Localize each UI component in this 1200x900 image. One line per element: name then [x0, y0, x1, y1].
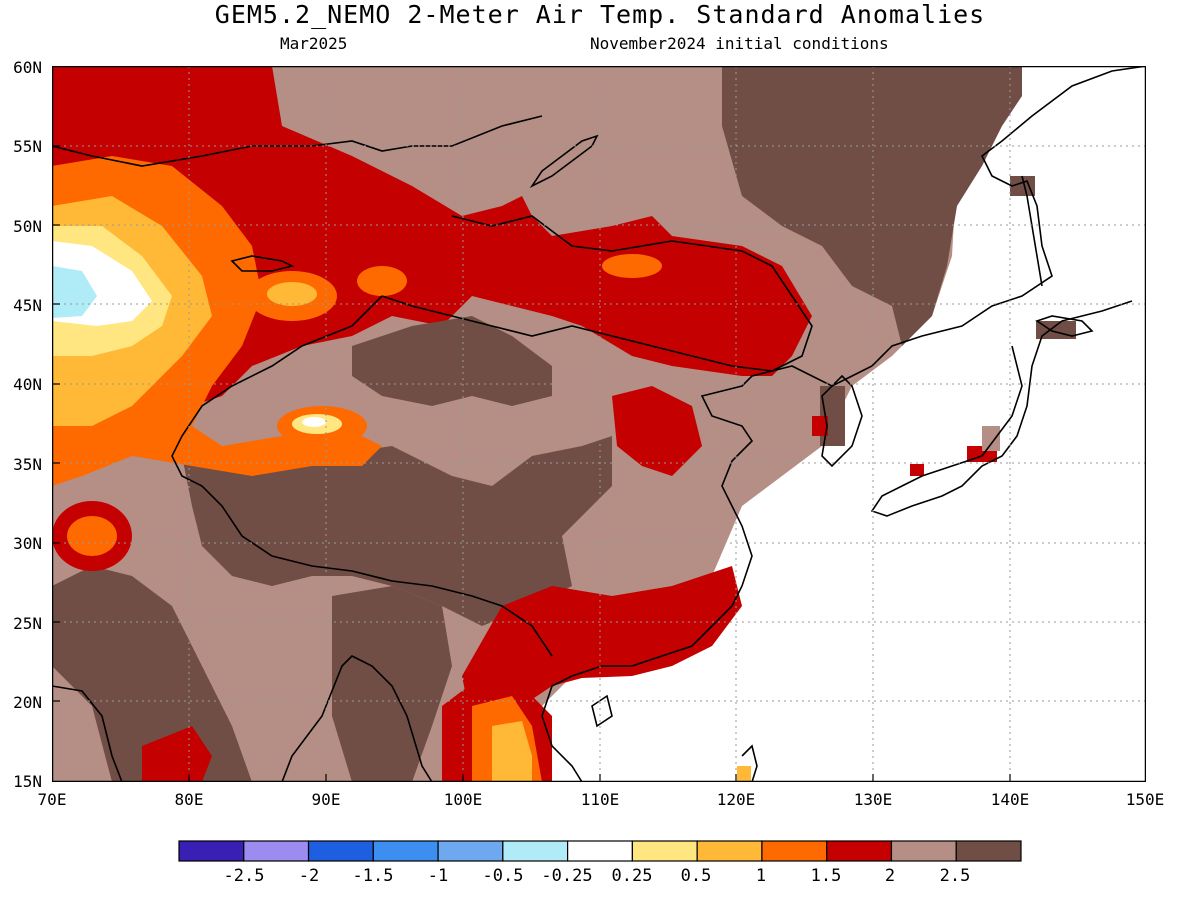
colorbar-cell-8	[631, 840, 698, 862]
anom-kyushu-red	[910, 464, 924, 476]
coastline-taiwan	[741, 744, 758, 782]
anom-blob-orange-2	[357, 266, 407, 296]
lat-label-60n: 60N	[13, 58, 42, 77]
init-conditions-label: November2024 initial conditions	[590, 34, 889, 53]
anom-sakhalin-dark	[1010, 176, 1035, 196]
anom-sw-red	[142, 726, 212, 782]
chart-title: GEM5.2_NEMO 2-Meter Air Temp. Standard A…	[214, 0, 986, 29]
anom-indochina-yellow	[492, 721, 532, 782]
colorbar-cell-4	[372, 840, 439, 862]
cb-label-8: 0.5	[680, 866, 712, 886]
cb-label-10: 1.5	[810, 866, 842, 886]
colorbar-cell-11	[826, 840, 893, 862]
anom-central-dark	[182, 436, 612, 626]
cb-label-7: 0.25	[611, 866, 653, 886]
lat-label-15n: 15N	[13, 772, 42, 791]
anom-tarim-white	[302, 417, 326, 427]
land-anomaly-fields	[52, 66, 1076, 782]
coastline-arabian	[52, 685, 123, 782]
anom-japan-dark	[982, 426, 1000, 451]
lat-label-45n: 45N	[13, 296, 42, 315]
coastline-sakhalin	[1021, 175, 1043, 287]
colorbar-cell-1	[178, 840, 245, 862]
lake-baikal	[529, 134, 599, 189]
coastline-korea	[821, 374, 863, 468]
lon-label-150e: 150E	[1125, 790, 1165, 809]
lat-label-20n: 20N	[13, 693, 42, 712]
axis-ticks	[52, 145, 1011, 782]
colorbar-cell-3	[307, 840, 374, 862]
anom-blob-yellow-1	[267, 282, 317, 306]
anom-south-red	[462, 566, 742, 726]
anom-west-dark	[52, 566, 252, 782]
coastline-bay-bengal	[281, 655, 433, 782]
lon-label-120e: 120E	[716, 790, 756, 809]
cb-label-12: 2.5	[939, 866, 971, 886]
cb-label-9: 1	[755, 866, 767, 886]
coastline-hainan	[591, 694, 613, 728]
gridlines	[52, 66, 1146, 782]
colorbar	[178, 840, 1022, 862]
lon-label-90e: 90E	[311, 790, 341, 809]
lon-label-140e: 140E	[990, 790, 1030, 809]
anom-ne-dark	[722, 66, 1022, 346]
valid-month-label: Mar2025	[280, 34, 348, 53]
border-china-west	[171, 295, 553, 657]
colorbar-cell-5	[437, 840, 504, 862]
coastline-east-asia	[541, 66, 1146, 782]
anom-taiwan-yellow	[737, 766, 751, 782]
colorbar-cell-7	[567, 840, 633, 862]
lat-label-25n: 25N	[13, 614, 42, 633]
lat-label-40n: 40N	[13, 375, 42, 394]
colorbar-cell-10	[761, 840, 828, 862]
coastline-hokkaido	[1035, 315, 1094, 337]
lon-label-110e: 110E	[580, 790, 620, 809]
lake-balkhash	[230, 255, 295, 272]
cb-label-2: -2	[298, 866, 320, 886]
cb-label-5: -0.5	[482, 866, 524, 886]
colorbar-cell-2	[243, 840, 310, 862]
anom-blob-orange-3	[602, 254, 662, 278]
anom-pak-orange	[67, 516, 117, 556]
cb-label-11: 2	[884, 866, 896, 886]
lat-label-50n: 50N	[13, 217, 42, 236]
border-kazakh-north	[52, 115, 543, 167]
cb-label-6: -0.25	[541, 866, 593, 886]
colorbar-cell-12	[890, 840, 957, 862]
cb-label-3: -1.5	[352, 866, 394, 886]
colorbar-cell-13	[955, 840, 1022, 862]
anom-korea-red	[812, 416, 828, 436]
cb-label-1: -2.5	[223, 866, 265, 886]
anom-west-cyan	[52, 266, 97, 318]
border-mongolia	[381, 215, 813, 372]
cb-label-4: -1	[427, 866, 449, 886]
lat-label-55n: 55N	[13, 137, 42, 156]
lon-label-130e: 130E	[853, 790, 893, 809]
anom-east-red	[612, 386, 702, 476]
colorbar-cell-6	[502, 840, 569, 862]
coastline-japan	[870, 300, 1133, 517]
anomaly-map	[52, 66, 1146, 782]
anom-india-dark	[332, 586, 452, 782]
lon-label-100e: 100E	[443, 790, 483, 809]
lon-label-80e: 80E	[174, 790, 204, 809]
lat-label-35n: 35N	[13, 455, 42, 474]
lon-label-70e: 70E	[37, 790, 67, 809]
coastlines-borders	[52, 66, 1146, 782]
map-frame	[52, 66, 1146, 782]
lat-label-30n: 30N	[13, 534, 42, 553]
colorbar-cell-9	[696, 840, 763, 862]
